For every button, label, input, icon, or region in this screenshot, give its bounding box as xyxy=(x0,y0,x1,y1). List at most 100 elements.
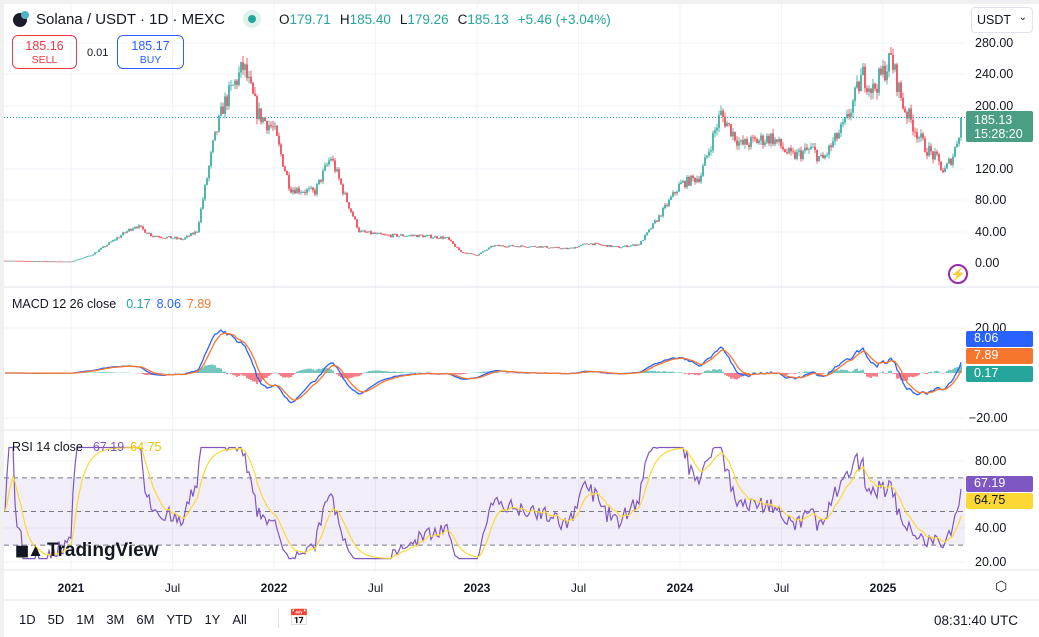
candle-body xyxy=(796,151,798,159)
candle-body xyxy=(158,236,160,238)
symbol-header[interactable]: Solana / USDT · 1D · MEXC xyxy=(12,10,261,28)
macd-histogram-bar xyxy=(392,371,394,373)
macd-histogram-bar xyxy=(256,373,258,384)
range-button-1d[interactable]: 1D xyxy=(19,612,36,627)
candle-body xyxy=(394,233,396,235)
candle-body xyxy=(490,246,492,248)
macd-histogram-bar xyxy=(932,372,934,373)
macd-histogram-bar xyxy=(462,373,464,375)
candle-body xyxy=(890,53,892,55)
candle-body xyxy=(642,240,644,242)
macd-histogram-bar xyxy=(848,371,850,373)
tradingview-logo[interactable]: ◼▲ TradingView xyxy=(15,540,159,561)
macd-histogram-bar xyxy=(478,372,480,373)
candle-body xyxy=(778,138,780,142)
candle-body xyxy=(282,154,284,167)
range-button-3m[interactable]: 3M xyxy=(106,612,125,627)
macd-histogram-bar xyxy=(732,373,734,379)
candle-body xyxy=(508,245,510,247)
candle-body xyxy=(438,238,440,240)
macd-histogram-bar xyxy=(688,373,690,375)
range-button-all[interactable]: All xyxy=(232,612,247,627)
macd-histogram-bar xyxy=(368,370,370,373)
candle-body xyxy=(196,231,198,233)
macd-histogram-bar xyxy=(882,371,884,373)
candle-body xyxy=(876,88,878,93)
candle-body xyxy=(274,125,276,127)
sell-button[interactable]: 185.16 SELL xyxy=(12,35,77,69)
candle-body xyxy=(724,116,726,127)
macd-histogram-bar xyxy=(952,369,954,373)
candle-body xyxy=(496,244,498,246)
candle-body xyxy=(210,152,212,166)
macd-histogram-bar xyxy=(482,371,484,373)
candle-body xyxy=(700,175,702,182)
macd-histogram-bar xyxy=(274,372,276,373)
macd-histogram-bar xyxy=(926,373,928,375)
candle-body xyxy=(544,246,546,248)
candle-body xyxy=(406,235,408,237)
candle-body xyxy=(240,62,242,73)
candle-body xyxy=(324,165,326,171)
candle-body xyxy=(524,246,526,248)
currency-select[interactable]: USDT ⌄ xyxy=(971,7,1033,33)
calendar-goto-icon[interactable]: 📅 xyxy=(289,610,309,627)
macd-histogram-bar xyxy=(246,373,248,379)
candle-body xyxy=(98,249,100,252)
macd-histogram-bar xyxy=(298,370,300,373)
range-toolbar: 1D 5D 1M 3M 6M YTD 1Y All xyxy=(19,612,247,627)
settings-icon[interactable]: ⬡ xyxy=(995,578,1008,594)
macd-histogram-bar xyxy=(200,368,202,373)
candle-body xyxy=(564,247,566,249)
range-button-1y[interactable]: 1Y xyxy=(204,612,221,627)
candle-body xyxy=(702,165,704,176)
macd-histogram-bar xyxy=(458,373,460,375)
candle-body xyxy=(110,241,112,243)
candle-body xyxy=(922,133,924,139)
candle-body xyxy=(152,235,154,237)
candle-body xyxy=(936,151,938,155)
rsi-axis-label: 20.00 xyxy=(975,555,1007,569)
candle-body xyxy=(354,216,356,220)
macd-histogram-bar xyxy=(646,371,648,373)
candle-body xyxy=(462,251,464,253)
buy-button[interactable]: 185.17 BUY xyxy=(117,35,184,69)
candle-body xyxy=(14,260,16,262)
range-button-6m[interactable]: 6M xyxy=(136,612,155,627)
lightning-icon[interactable]: ⚡ xyxy=(948,264,968,284)
candle-body xyxy=(68,261,70,263)
macd-histogram-bar xyxy=(384,371,386,373)
candle-body xyxy=(198,222,200,232)
candle-body xyxy=(358,227,360,233)
macd-histogram-bar xyxy=(850,371,852,373)
macd-histogram-bar xyxy=(396,372,398,373)
macd-histogram-bar xyxy=(372,370,374,373)
macd-histogram-bar xyxy=(914,373,916,377)
candle-body xyxy=(698,178,700,182)
macd-histogram-bar xyxy=(454,373,456,375)
candle-body xyxy=(422,235,424,238)
macd-histogram-bar xyxy=(248,373,250,380)
macd-histogram-bar xyxy=(696,373,698,375)
candle-body xyxy=(466,252,468,254)
range-button-5d[interactable]: 5D xyxy=(47,612,65,627)
macd-histogram-bar xyxy=(236,373,238,377)
macd-legend[interactable]: MACD 12 26 close 0.17 8.06 7.89 xyxy=(12,297,212,311)
candle-body xyxy=(44,261,46,263)
candle-body xyxy=(916,132,918,139)
range-button-1m[interactable]: 1M xyxy=(76,612,95,627)
candle-body xyxy=(94,252,96,255)
macd-histogram-bar xyxy=(280,373,282,376)
candle-body xyxy=(926,152,928,156)
rsi-legend[interactable]: RSI 14 close 67.19 64.75 xyxy=(12,440,162,454)
candle-body xyxy=(350,208,352,212)
candle-body xyxy=(170,236,172,239)
range-button-ytd[interactable]: YTD xyxy=(166,612,193,627)
candle-body xyxy=(572,247,574,249)
candle-body xyxy=(560,248,562,250)
macd-histogram-bar xyxy=(786,373,788,375)
candle-body xyxy=(672,192,674,197)
candle-body xyxy=(300,192,302,194)
macd-histogram-bar xyxy=(306,368,308,373)
